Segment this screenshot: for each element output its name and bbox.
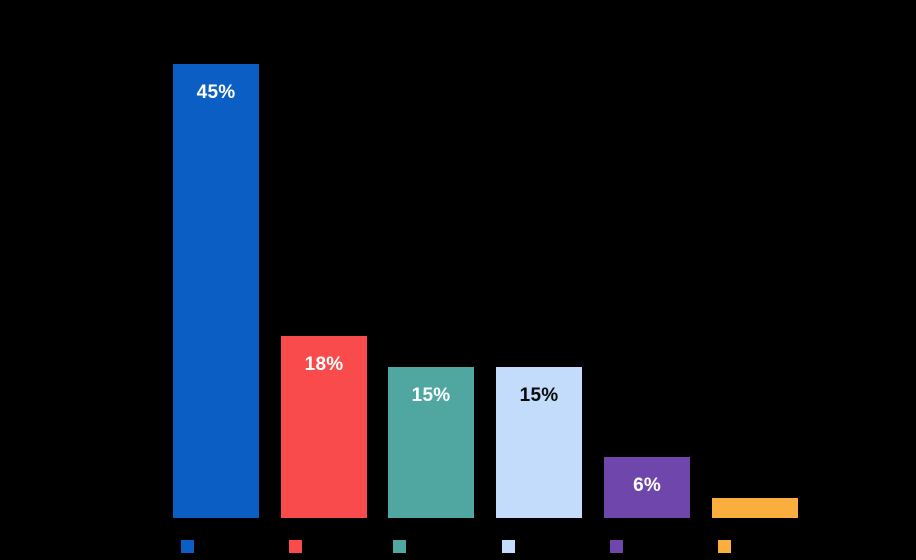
- bar-2: 18%: [281, 336, 367, 518]
- bar-1-data-label: 45%: [196, 82, 236, 103]
- bar-2-data-label: 18%: [304, 354, 344, 375]
- bar-3-data-label: 15%: [411, 385, 451, 406]
- bar-6: [712, 498, 798, 518]
- bar-3: 15%: [388, 367, 474, 518]
- bar-5: 6%: [604, 457, 690, 518]
- bar-5-data-label: 6%: [633, 475, 661, 496]
- bar-4-data-label: 15%: [519, 385, 559, 406]
- bar-4: 15%: [496, 367, 582, 518]
- bar-1: 45%: [173, 64, 259, 518]
